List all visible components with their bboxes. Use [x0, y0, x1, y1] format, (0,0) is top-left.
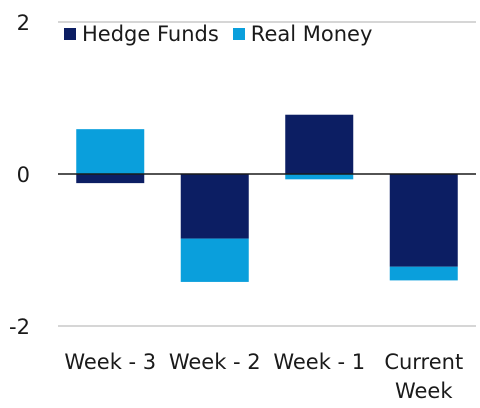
- bar-hedge-funds-0: [76, 174, 145, 184]
- y-tick-label-2: -2: [9, 315, 30, 339]
- chart-legend: Hedge Funds Real Money: [64, 22, 386, 46]
- legend-item-hedge-funds: Hedge Funds: [64, 22, 219, 46]
- legend-label-real-money: Real Money: [250, 22, 373, 46]
- y-tick-label-0: 2: [17, 11, 30, 35]
- legend-swatch-hedge-funds: [64, 28, 76, 40]
- bar-real-money-0: [76, 129, 145, 174]
- x-tick-label-0-0: Week - 3: [64, 350, 156, 374]
- legend-swatch-real-money: [232, 28, 245, 40]
- x-tick-label-3-0: Current: [384, 350, 463, 374]
- x-tick-label-1-0: Week - 2: [169, 350, 261, 374]
- legend-item-real-money: Real Money: [232, 22, 373, 46]
- x-tick-label-2-0: Week - 1: [273, 350, 365, 374]
- y-tick-label-1: 0: [17, 163, 30, 187]
- legend-label-hedge-funds: Hedge Funds: [82, 22, 219, 46]
- bar-hedge-funds-3: [389, 174, 458, 267]
- bar-real-money-2: [285, 174, 354, 180]
- bar-hedge-funds-2: [285, 114, 354, 174]
- x-tick-label-3-1: Week: [395, 379, 453, 403]
- bar-hedge-funds-1: [180, 174, 249, 239]
- bar-real-money-3: [389, 266, 458, 281]
- bar-real-money-1: [180, 238, 249, 282]
